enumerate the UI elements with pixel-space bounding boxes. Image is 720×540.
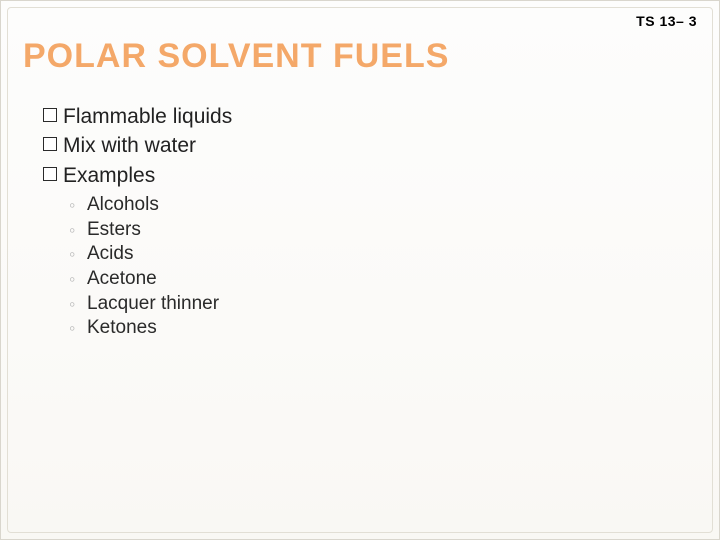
sub-text: Alcohols — [87, 193, 159, 218]
page-label: TS 13– 3 — [636, 13, 697, 29]
slide-body: Flammable liquids Mix with water Example… — [43, 103, 232, 341]
bullet-text: Flammable liquids — [63, 103, 232, 130]
sub-item: ◦ Esters — [69, 218, 232, 243]
sub-list: ◦ Alcohols ◦ Esters ◦ Acids ◦ Acetone ◦ … — [69, 193, 232, 341]
ring-bullet-icon: ◦ — [69, 218, 79, 242]
sub-item: ◦ Alcohols — [69, 193, 232, 218]
bullet-item: Flammable liquids — [43, 103, 232, 130]
bullet-item: Mix with water — [43, 132, 232, 159]
sub-item: ◦ Acetone — [69, 267, 232, 292]
sub-text: Acetone — [87, 267, 157, 292]
sub-text: Esters — [87, 218, 141, 243]
bullet-item: Examples — [43, 162, 232, 189]
slide: TS 13– 3 POLAR SOLVENT FUELS Flammable l… — [0, 0, 720, 540]
sub-text: Ketones — [87, 316, 157, 341]
square-bullet-icon — [43, 167, 57, 181]
ring-bullet-icon: ◦ — [69, 193, 79, 217]
slide-title: POLAR SOLVENT FUELS — [23, 37, 449, 76]
ring-bullet-icon: ◦ — [69, 267, 79, 291]
sub-item: ◦ Acids — [69, 242, 232, 267]
square-bullet-icon — [43, 137, 57, 151]
ring-bullet-icon: ◦ — [69, 292, 79, 316]
sub-item: ◦ Lacquer thinner — [69, 292, 232, 317]
bullet-text: Mix with water — [63, 132, 196, 159]
sub-text: Lacquer thinner — [87, 292, 219, 317]
ring-bullet-icon: ◦ — [69, 316, 79, 340]
bullet-text: Examples — [63, 162, 155, 189]
sub-text: Acids — [87, 242, 133, 267]
square-bullet-icon — [43, 108, 57, 122]
ring-bullet-icon: ◦ — [69, 242, 79, 266]
sub-item: ◦ Ketones — [69, 316, 232, 341]
